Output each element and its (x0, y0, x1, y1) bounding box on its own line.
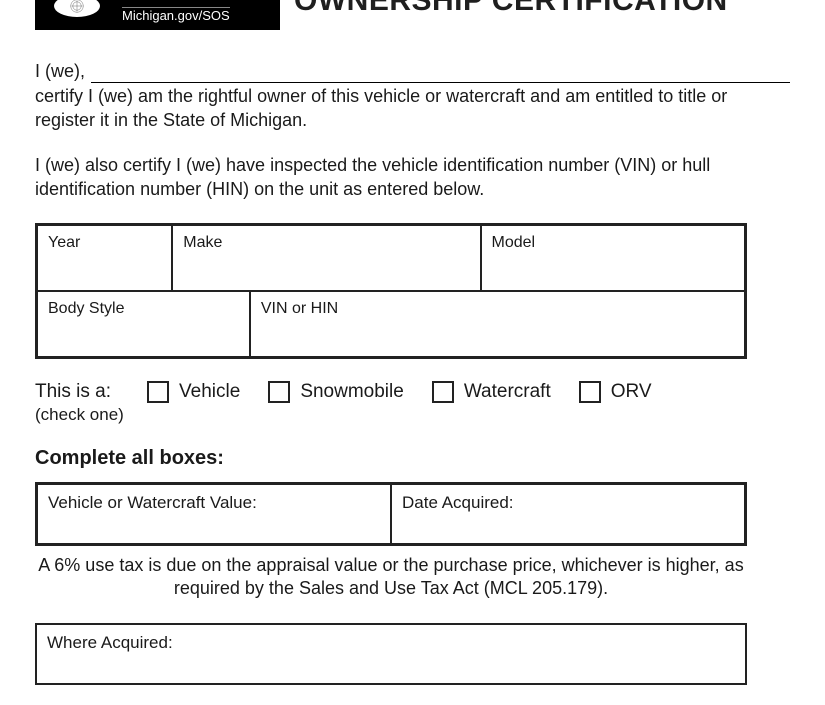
state-logo: Michigan.gov/SOS (35, 0, 280, 30)
cell-model[interactable]: Model (481, 225, 745, 291)
form-title: OWNERSHIP CERTIFICATION (294, 0, 728, 16)
checkbox-label-watercraft: Watercraft (464, 381, 551, 403)
type-lead: This is a: (35, 381, 111, 403)
checkbox-orv[interactable] (579, 381, 601, 403)
checkbox-label-orv: ORV (611, 381, 652, 403)
checkbox-snowmobile[interactable] (268, 381, 290, 403)
intro-paragraph-1: I (we), certify I (we) am the rightful o… (35, 60, 790, 132)
checkbox-label-snowmobile: Snowmobile (300, 381, 404, 403)
cell-where-acquired[interactable]: Where Acquired: (37, 625, 745, 683)
vehicle-type-row: This is a: Vehicle Snowmobile Watercraft… (35, 381, 790, 403)
tax-note: A 6% use tax is due on the appraisal val… (35, 554, 747, 601)
owner-name-blank[interactable] (91, 63, 790, 83)
intro-lead: I (we), (35, 60, 85, 83)
cell-vin-hin[interactable]: VIN or HIN (250, 291, 745, 357)
cell-date-acquired[interactable]: Date Acquired: (391, 484, 745, 544)
cell-make[interactable]: Make (172, 225, 480, 291)
cell-body-style[interactable]: Body Style (37, 291, 250, 357)
value-date-table: Vehicle or Watercraft Value: Date Acquir… (35, 482, 747, 546)
complete-heading: Complete all boxes: (35, 447, 790, 470)
cell-year[interactable]: Year (37, 225, 172, 291)
check-one-note: (check one) (35, 405, 790, 425)
logo-url: Michigan.gov/SOS (122, 7, 230, 23)
checkbox-watercraft[interactable] (432, 381, 454, 403)
where-acquired-table: Where Acquired: (35, 623, 747, 685)
state-seal-icon (50, 0, 104, 21)
intro-certify1: certify I (we) am the rightful owner of … (35, 86, 727, 129)
checkbox-label-vehicle: Vehicle (179, 381, 240, 403)
intro-paragraph-2: I (we) also certify I (we) have inspecte… (35, 154, 790, 201)
vehicle-info-table: Year Make Model Body Style VIN or HIN (35, 223, 747, 359)
checkbox-vehicle[interactable] (147, 381, 169, 403)
cell-value[interactable]: Vehicle or Watercraft Value: (37, 484, 391, 544)
